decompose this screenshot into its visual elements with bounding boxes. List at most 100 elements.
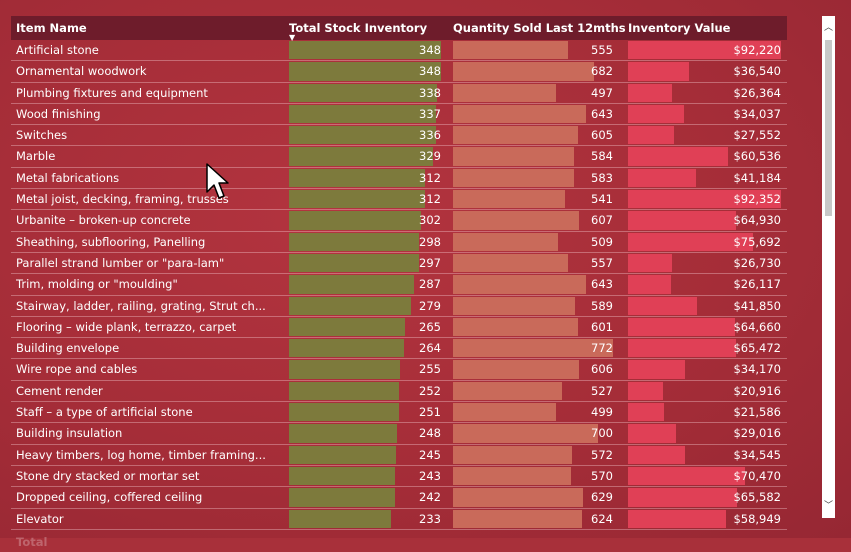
item-name-cell: Elevator (16, 511, 64, 526)
table-row[interactable]: Metal joist, decking, framing, trusses 31… (11, 189, 787, 211)
value-databar (628, 275, 672, 294)
value-databar (628, 381, 663, 401)
item-name-cell: Flooring – wide plank, terrazzo, carpet (16, 319, 237, 334)
value-databar (628, 104, 685, 124)
value-cell: $58,949 (733, 511, 781, 526)
quantity-cell: 629 (591, 490, 613, 505)
table-row[interactable]: Heavy timbers, log home, timber framing.… (11, 445, 787, 466)
stock-databar (289, 62, 441, 81)
stock-databar (289, 424, 398, 443)
quantity-databar (453, 275, 587, 294)
header-total-stock[interactable]: Total Stock Inventory (289, 21, 428, 35)
table-body: Artificial stone 348 555 $92,220 Ornamental … (11, 40, 787, 530)
stock-cell: 233 (419, 511, 441, 526)
scroll-up-arrow-icon[interactable]: ︿ (823, 23, 833, 33)
table-row[interactable]: Flooring – wide plank, terrazzo, carpet 2… (11, 317, 787, 339)
header-quantity-sold[interactable]: Quantity Sold Last 12mths (453, 21, 626, 35)
value-databar (628, 168, 697, 188)
quantity-databar (453, 488, 584, 507)
stock-cell: 265 (419, 319, 441, 334)
item-name-cell: Staff – a type of artificial stone (16, 405, 193, 420)
value-cell: $92,220 (733, 43, 781, 57)
item-name-cell: Metal fabrications (16, 170, 120, 185)
item-name-cell: Sheathing, subflooring, Panelling (16, 234, 206, 249)
table-row[interactable]: Building insulation 248 700 $29,016 (11, 423, 787, 445)
table-row[interactable]: Marble 329 584 $60,536 (11, 146, 787, 168)
table-row[interactable]: Trim, molding or "moulding" 287 643 $26,117 (11, 274, 787, 296)
table-row[interactable]: Dropped ceiling, coffered ceiling 242 629 $… (11, 487, 787, 509)
stock-cell: 312 (419, 170, 441, 185)
table-header: Item Name Total Stock Inventory Quantity… (11, 16, 787, 42)
stock-databar (289, 126, 436, 145)
stock-cell: 264 (419, 341, 441, 356)
value-databar (628, 466, 745, 486)
value-databar (628, 403, 664, 422)
stock-databar (289, 83, 437, 102)
scroll-down-arrow-icon[interactable]: ﹀ (823, 501, 833, 511)
quantity-databar (453, 253, 569, 273)
table-row[interactable]: Parallel strand lumber or "para-lam" 297 5… (11, 253, 787, 275)
stock-databar (289, 488, 395, 507)
stock-cell: 242 (419, 490, 441, 505)
table-row[interactable]: Staff – a type of artificial stone 251 499… (11, 402, 787, 424)
sort-descending-icon[interactable]: ▼ (289, 33, 296, 42)
quantity-cell: 772 (591, 341, 613, 356)
stock-cell: 245 (419, 447, 441, 462)
header-item-name[interactable]: Item Name (16, 21, 87, 35)
quantity-cell: 541 (591, 192, 613, 207)
table-row[interactable]: Wood finishing 337 643 $34,037 (11, 104, 787, 126)
table-row[interactable]: Ornamental woodwork 348 682 $36,540 (11, 61, 787, 83)
stock-databar (289, 381, 400, 401)
stock-databar (289, 360, 401, 379)
value-cell: $41,850 (733, 298, 781, 313)
stock-cell: 298 (419, 234, 441, 249)
item-name-cell: Parallel strand lumber or "para-lam" (16, 255, 225, 270)
table-row[interactable]: Wire rope and cables 255 606 $34,170 (11, 359, 787, 381)
stock-cell: 297 (419, 255, 441, 270)
stock-cell: 252 (419, 383, 441, 398)
stock-databar (289, 509, 391, 528)
value-databar (628, 211, 736, 230)
table-row[interactable]: Artificial stone 348 555 $92,220 (11, 40, 787, 62)
value-cell: $65,582 (733, 490, 781, 505)
quantity-databar (453, 445, 572, 464)
stock-cell: 348 (419, 64, 441, 79)
header-inventory-value[interactable]: Inventory Value (628, 21, 731, 35)
value-databar (628, 339, 737, 358)
value-cell: $70,470 (733, 468, 781, 483)
item-name-cell: Building insulation (16, 426, 123, 441)
value-databar (628, 147, 729, 166)
value-cell: $64,930 (733, 213, 781, 228)
value-cell: $92,352 (733, 192, 781, 207)
quantity-cell: 624 (591, 511, 613, 526)
stock-cell: 312 (419, 192, 441, 207)
vertical-scrollbar[interactable]: ︿ ﹀ (822, 16, 835, 518)
table-row[interactable]: Stone dry stacked or mortar set 243 570 $70… (11, 466, 787, 488)
table-row[interactable]: Metal fabrications 312 583 $41,184 (11, 168, 787, 190)
stock-databar (289, 403, 399, 422)
stock-cell: 337 (419, 106, 441, 121)
value-cell: $26,117 (733, 277, 781, 292)
table-row[interactable]: Building envelope 264 772 $65,472 (11, 338, 787, 360)
quantity-databar (453, 296, 576, 315)
value-databar (628, 83, 672, 102)
stock-databar (289, 339, 405, 358)
quantity-cell: 605 (591, 128, 613, 143)
item-name-cell: Dropped ceiling, coffered ceiling (16, 490, 203, 505)
table-row[interactable]: Sheathing, subflooring, Panelling 298 509 $… (11, 232, 787, 253)
table-row[interactable]: Cement render 252 527 $20,916 (11, 381, 787, 403)
table-row[interactable]: Stairway, ladder, railing, grating, Stru… (11, 296, 787, 317)
item-name-cell: Stairway, ladder, railing, grating, Stru… (16, 298, 266, 313)
table-row[interactable]: Urbanite – broken-up concrete 302 607 $64,9… (11, 210, 787, 232)
scroll-thumb[interactable] (825, 40, 832, 216)
quantity-databar (453, 211, 579, 230)
table-row[interactable]: Elevator 233 624 $58,949 (11, 509, 787, 530)
value-databar (628, 190, 781, 209)
stock-databar (289, 275, 415, 294)
table-row[interactable]: Plumbing fixtures and equipment 338 497 $26… (11, 83, 787, 104)
value-cell: $75,692 (733, 234, 781, 249)
quantity-databar (453, 403, 557, 422)
table-row[interactable]: Switches 336 605 $27,552 (11, 125, 787, 147)
stock-cell: 251 (419, 405, 441, 420)
stock-cell: 302 (419, 213, 441, 228)
